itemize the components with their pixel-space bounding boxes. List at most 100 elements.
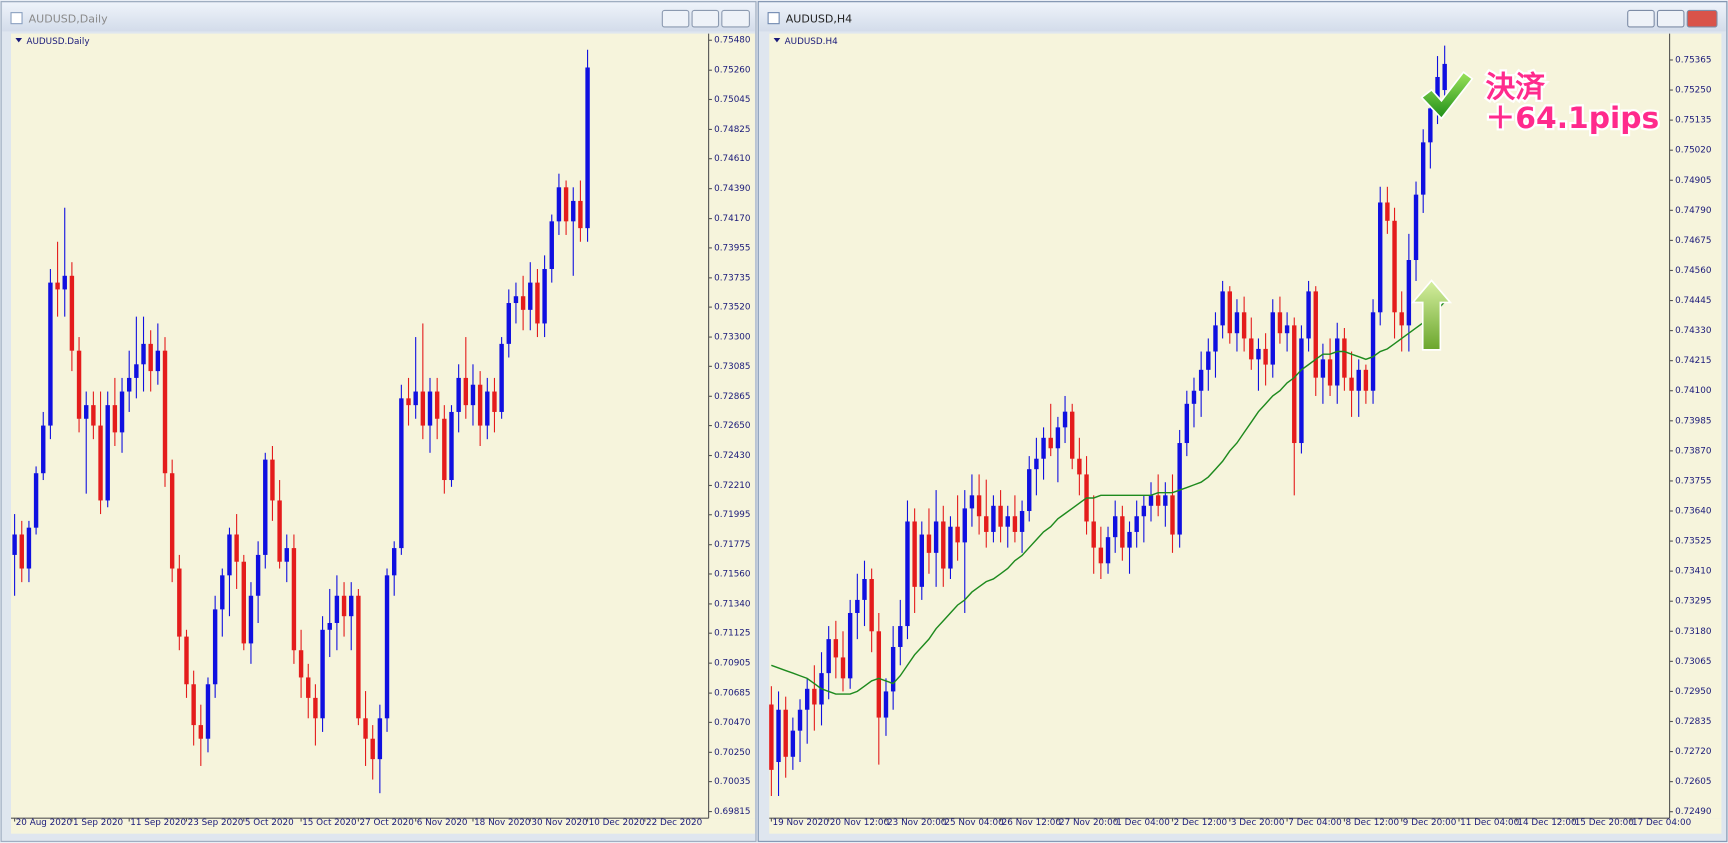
candle-body	[485, 391, 490, 426]
y-tick-label: 0.73640	[1675, 507, 1712, 517]
candle-body	[1112, 516, 1118, 538]
candle-body	[912, 521, 917, 587]
x-tick-label: 18 Nov 2020	[474, 818, 531, 828]
x-tick-label: 23 Sep 2020	[188, 818, 244, 828]
candle-body	[399, 398, 404, 549]
candle-body	[769, 704, 774, 770]
candle-body	[783, 709, 788, 757]
y-tick-label: 0.73295	[1675, 597, 1711, 607]
x-tick-label: 2 Dec 12:00	[1174, 818, 1228, 828]
x-tick-label: 10 Dec 2020	[589, 818, 646, 828]
y-tick-label: 0.73525	[1675, 537, 1711, 547]
candle-body	[234, 534, 239, 562]
candle-body	[862, 578, 867, 600]
candle-body	[1184, 403, 1190, 444]
candle-body	[112, 405, 118, 433]
candle-body	[941, 521, 946, 569]
candle-body	[470, 384, 476, 406]
candle-body	[1320, 359, 1326, 378]
y-tick-label: 0.73870	[1675, 446, 1712, 456]
candle-body	[363, 718, 368, 739]
y-tick-label: 0.75135	[1675, 116, 1711, 126]
candle-body	[449, 411, 454, 481]
candle-body	[797, 709, 803, 731]
candle-body	[384, 575, 390, 719]
candle-body	[263, 459, 268, 555]
price-axis	[708, 33, 755, 819]
candle-body	[1292, 325, 1297, 444]
candle-body	[1327, 359, 1333, 386]
candle-body	[442, 418, 447, 481]
candle-body	[456, 377, 461, 412]
candle-body	[1062, 411, 1068, 428]
minimize-button[interactable]	[661, 9, 690, 28]
candle-body	[327, 622, 332, 630]
candle-body	[535, 282, 540, 324]
y-tick-label: 0.74100	[1675, 386, 1712, 396]
y-tick-label: 0.75250	[1675, 86, 1712, 96]
title-bar[interactable]	[759, 2, 1726, 32]
candle-body	[976, 495, 982, 517]
candle-body	[427, 391, 433, 426]
candle-body	[962, 508, 967, 543]
candle-body	[1041, 437, 1046, 459]
candle-body	[41, 425, 46, 474]
chart-label: AUDUSD.H4	[785, 37, 838, 47]
candle-body	[1306, 291, 1311, 339]
y-tick-label: 0.72490	[1675, 807, 1712, 817]
candle-body	[1005, 516, 1010, 527]
candle-body	[542, 268, 547, 324]
candle-body	[220, 575, 225, 610]
candle-body	[1098, 547, 1104, 564]
y-tick-label: 0.74610	[714, 154, 751, 164]
candle-body	[804, 688, 810, 710]
candle-body	[1356, 369, 1361, 391]
candle-body	[1428, 108, 1433, 143]
x-tick-label: 17 Dec 04:00	[1632, 818, 1692, 828]
candle-body	[1270, 312, 1275, 365]
candle-body	[840, 657, 846, 679]
candle-body	[1399, 312, 1404, 326]
candle-body	[1198, 369, 1204, 391]
candle-body	[141, 343, 146, 365]
maximize-button[interactable]	[1656, 9, 1685, 28]
candle-body	[563, 187, 569, 222]
candle-body	[241, 561, 246, 644]
minimize-button[interactable]	[1627, 9, 1655, 28]
candle-body	[69, 275, 75, 351]
title-bar[interactable]	[2, 2, 755, 32]
candle-body	[134, 364, 139, 378]
candle-body	[1034, 458, 1039, 470]
close-button[interactable]	[1686, 9, 1718, 28]
candle-body	[1277, 312, 1283, 334]
candle-body	[434, 391, 440, 419]
window-icon	[767, 12, 780, 25]
y-tick-label: 0.72835	[1675, 717, 1711, 727]
y-tick-label: 0.74215	[1675, 356, 1711, 366]
candle-body	[585, 67, 590, 229]
x-tick-label: 11 Sep 2020	[130, 818, 186, 828]
dropdown-arrow[interactable]	[773, 37, 781, 43]
candle-body	[306, 677, 311, 698]
y-tick-label: 0.73735	[714, 273, 750, 283]
maximize-button[interactable]	[691, 9, 720, 28]
y-tick-label: 0.72650	[714, 421, 751, 431]
close-button[interactable]	[721, 9, 750, 28]
x-tick-label: 19 Nov 2020	[772, 818, 829, 828]
candle-body	[847, 612, 853, 679]
candle-body	[248, 595, 254, 644]
candle-body	[277, 500, 282, 562]
candle-body	[1027, 469, 1032, 512]
x-tick-label: 25 Nov 04:00	[944, 818, 1004, 828]
candle-body	[91, 405, 96, 426]
candle-body	[890, 646, 896, 692]
y-tick-label: 0.73755	[1675, 476, 1711, 486]
candle-body	[48, 282, 53, 426]
y-tick-label: 0.73300	[714, 333, 751, 343]
candle-body	[463, 377, 469, 406]
dropdown-arrow[interactable]	[15, 37, 23, 43]
candle-body	[298, 650, 304, 678]
candle-body	[919, 534, 924, 587]
candle-body	[84, 405, 89, 419]
